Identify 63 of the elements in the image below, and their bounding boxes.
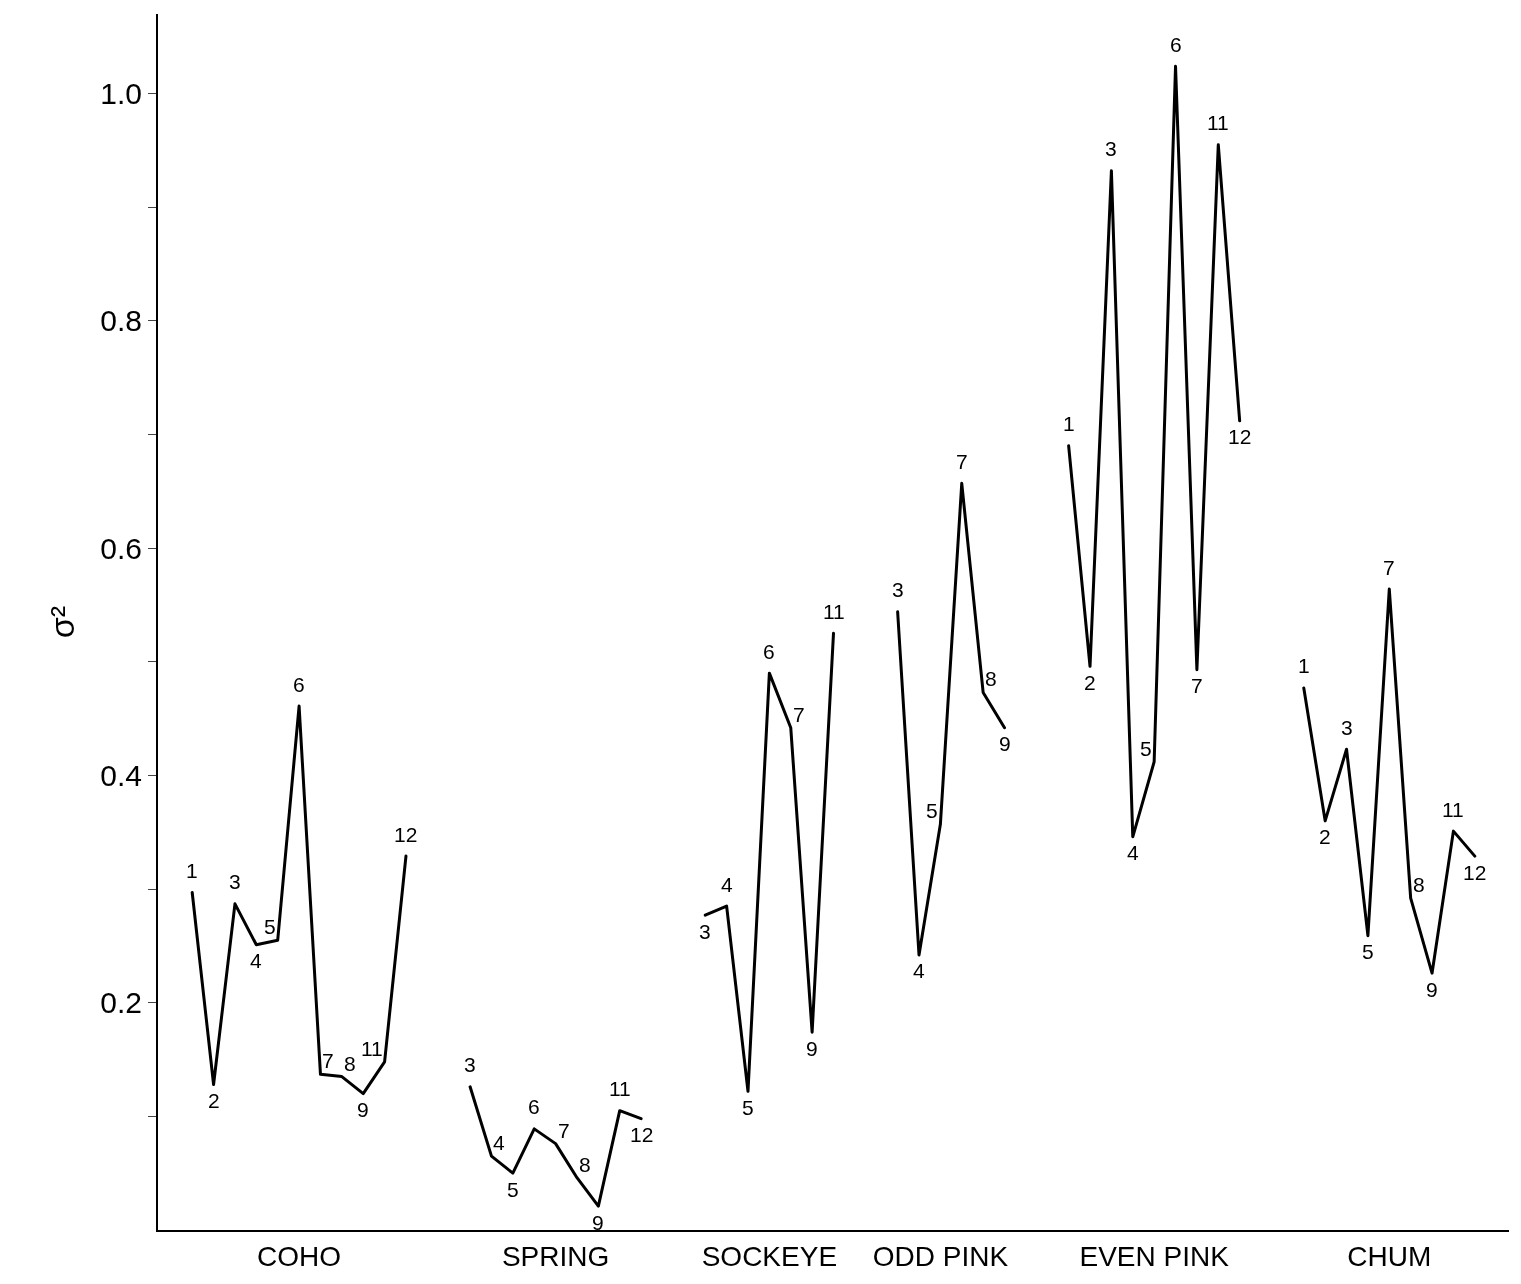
annotation: 4: [493, 1131, 505, 1154]
annotation: 6: [293, 673, 305, 696]
annotation: 5: [1140, 737, 1152, 760]
annotation: 3: [1105, 137, 1117, 160]
annotation: 8: [1413, 873, 1425, 896]
annotation: 12: [1463, 861, 1487, 884]
annotation: 9: [592, 1211, 604, 1234]
annotation: 9: [806, 1037, 818, 1060]
annotation: 6: [528, 1095, 540, 1118]
annotation: 4: [913, 959, 925, 982]
annotation: 7: [322, 1049, 334, 1072]
annotation: 1: [1063, 412, 1075, 435]
x-tick-label: ODD PINK: [872, 1240, 1009, 1272]
x-tick-label: CHUM: [1347, 1240, 1432, 1272]
annotation: 7: [558, 1119, 570, 1142]
annotation: 2: [1084, 671, 1096, 694]
annotation: 12: [1228, 425, 1252, 448]
annotation: 5: [264, 915, 276, 938]
annotation: 3: [699, 920, 711, 943]
y-tick-label: 0.8: [100, 304, 142, 338]
annotation: 5: [507, 1178, 519, 1201]
x-tick-label: EVEN PINK: [1079, 1240, 1230, 1272]
annotation: 4: [250, 949, 262, 972]
annotation: 2: [1319, 825, 1331, 848]
annotation: 6: [1170, 33, 1182, 56]
annotation: 11: [1207, 111, 1229, 134]
x-tick-label: COHO: [257, 1240, 342, 1272]
y-axis-title: σ²: [43, 605, 82, 639]
annotation: 4: [721, 873, 733, 896]
annotation: 8: [579, 1153, 591, 1176]
annotation: 6: [763, 640, 775, 663]
annotation: 3: [1341, 716, 1353, 739]
y-tick-label: 1.0: [100, 77, 142, 111]
annotation: 9: [357, 1098, 369, 1121]
annotation: 12: [630, 1123, 654, 1146]
annotation: 5: [742, 1096, 754, 1119]
annotation: 7: [793, 703, 805, 726]
annotation: 7: [1383, 556, 1395, 579]
annotation: 3: [229, 870, 241, 893]
annotation: 8: [985, 667, 997, 690]
annotation: 7: [1191, 674, 1203, 697]
x-tick-label: SPRING: [501, 1240, 610, 1272]
annotation: 11: [1442, 798, 1464, 821]
annotation: 7: [956, 450, 968, 473]
annotation: 3: [892, 578, 904, 601]
y-tick-label: 0.6: [100, 531, 142, 565]
annotation: 9: [1426, 978, 1438, 1001]
annotation: 2: [208, 1089, 220, 1112]
annotation: 5: [1362, 940, 1374, 963]
annotation: 1: [186, 859, 198, 882]
annotation: 11: [609, 1077, 631, 1100]
y-tick-label: 0.4: [100, 758, 142, 792]
annotation: 3: [464, 1053, 476, 1076]
annotation: 5: [926, 799, 938, 822]
annotation: 11: [361, 1037, 383, 1060]
x-tick-label: SOCKEYE: [701, 1240, 838, 1272]
annotation: 11: [823, 600, 845, 623]
annotation: 8: [344, 1052, 356, 1075]
annotation: 12: [394, 823, 418, 846]
annotation: 1: [1298, 654, 1310, 677]
annotation: 4: [1127, 841, 1139, 864]
annotation: 9: [999, 732, 1011, 755]
y-tick-label: 0.2: [100, 986, 142, 1020]
